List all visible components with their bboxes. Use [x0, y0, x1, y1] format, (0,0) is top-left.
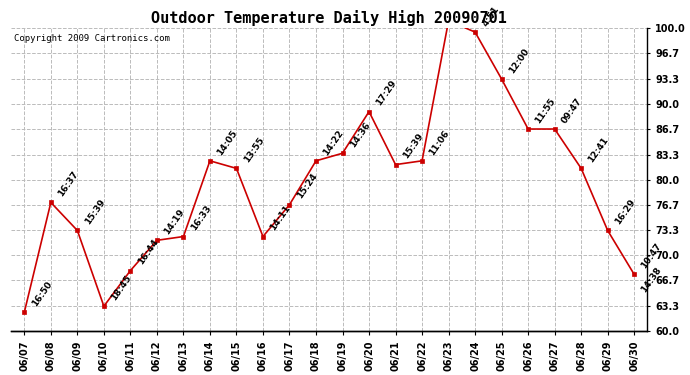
Text: 14:38: 14:38: [640, 265, 664, 294]
Text: Copyright 2009 Cartronics.com: Copyright 2009 Cartronics.com: [14, 34, 170, 44]
Text: 16:29: 16:29: [613, 198, 637, 226]
Text: 11:06: 11:06: [428, 128, 451, 157]
Text: 14:36: 14:36: [348, 120, 372, 149]
Text: 16:37: 16:37: [57, 170, 80, 198]
Text: 13:53: 13:53: [0, 374, 1, 375]
Text: 10:47: 10:47: [640, 242, 664, 270]
Text: 15:24: 15:24: [295, 172, 319, 201]
Text: 16:33: 16:33: [189, 204, 213, 232]
Text: 14:19: 14:19: [162, 207, 186, 236]
Text: 12:00: 12:00: [507, 46, 531, 75]
Text: 14:05: 14:05: [215, 128, 239, 157]
Text: 09:47: 09:47: [560, 96, 584, 125]
Text: 18:45: 18:45: [110, 273, 133, 302]
Text: 15:39: 15:39: [83, 198, 107, 226]
Text: 15:39: 15:39: [401, 132, 425, 160]
Text: 11:55: 11:55: [533, 96, 558, 125]
Text: 13:55: 13:55: [242, 136, 266, 164]
Text: 14:22: 14:22: [322, 128, 346, 157]
Text: 17:29: 17:29: [375, 79, 399, 108]
Text: 4:51: 4:51: [481, 4, 501, 28]
Text: 16:50: 16:50: [30, 280, 54, 308]
Text: 16:44: 16:44: [136, 238, 160, 267]
Text: 14:11: 14:11: [268, 204, 293, 232]
Title: Outdoor Temperature Daily High 20090701: Outdoor Temperature Daily High 20090701: [151, 10, 507, 26]
Text: 12:41: 12:41: [586, 135, 611, 164]
